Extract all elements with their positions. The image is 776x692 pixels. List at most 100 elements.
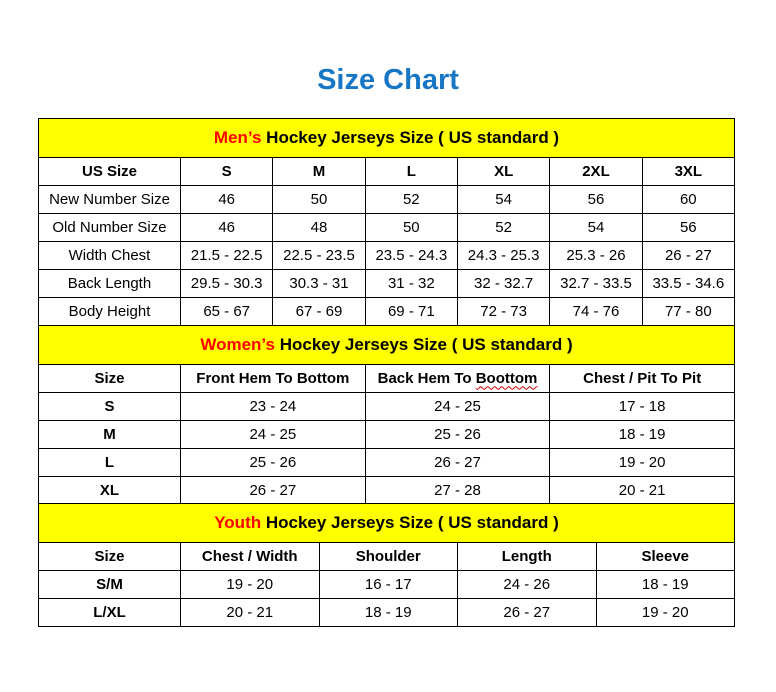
- womens-header-row: Size Front Hem To Bottom Back Hem To Boo…: [38, 363, 735, 393]
- table-cell: 77 - 80: [641, 297, 736, 326]
- table-cell: 56: [549, 185, 643, 214]
- womens-size-table: Women’s Hockey Jerseys Size ( US standar…: [38, 324, 735, 505]
- womens-col-header: Front Hem To Bottom: [180, 363, 366, 393]
- table-cell: 20 - 21: [549, 475, 735, 505]
- table-cell: 67 - 69: [272, 297, 366, 326]
- table-cell: 25 - 26: [180, 447, 366, 477]
- table-row: L/XL 20 - 21 18 - 19 26 - 27 19 - 20: [38, 598, 735, 627]
- table-cell: 20 - 21: [180, 598, 320, 627]
- table-cell: 56: [641, 213, 736, 242]
- table-row: M 24 - 25 25 - 26 18 - 19: [38, 419, 735, 449]
- row-label: New Number Size: [38, 185, 181, 214]
- youth-header-row: Size Chest / Width Shoulder Length Sleev…: [38, 542, 735, 571]
- mens-banner-row: Men’s Hockey Jerseys Size ( US standard …: [38, 118, 735, 158]
- table-cell: 46: [179, 213, 274, 242]
- row-label: L/XL: [38, 598, 181, 627]
- row-label: Body Height: [38, 297, 181, 326]
- mens-col-header: S: [179, 157, 274, 186]
- table-cell: 65 - 67: [179, 297, 274, 326]
- table-cell: 24.3 - 25.3: [456, 241, 551, 270]
- row-label: S/M: [38, 570, 181, 599]
- table-cell: 72 - 73: [456, 297, 551, 326]
- row-label: Width Chest: [38, 241, 181, 270]
- youth-col-header: Shoulder: [318, 542, 458, 571]
- table-cell: 26 - 27: [364, 447, 551, 477]
- table-cell: 33.5 - 34.6: [641, 269, 736, 298]
- table-cell: 25 - 26: [364, 419, 551, 449]
- table-cell: 50: [272, 185, 366, 214]
- mens-header-row: US Size S M L XL 2XL 3XL: [38, 157, 736, 186]
- table-cell: 74 - 76: [549, 297, 643, 326]
- table-cell: 18 - 19: [318, 598, 458, 627]
- womens-col-header: Chest / Pit To Pit: [549, 363, 735, 393]
- youth-banner-text: Hockey Jerseys Size ( US standard ): [261, 513, 559, 532]
- table-cell: 60: [641, 185, 736, 214]
- mens-col-header: XL: [456, 157, 551, 186]
- youth-col-header: Chest / Width: [180, 542, 320, 571]
- youth-banner-row: Youth Hockey Jerseys Size ( US standard …: [38, 503, 735, 543]
- table-cell: 32 - 32.7: [456, 269, 551, 298]
- womens-banner: Women’s Hockey Jerseys Size ( US standar…: [38, 324, 735, 365]
- table-cell: 18 - 19: [595, 570, 735, 599]
- table-cell: 46: [179, 185, 274, 214]
- table-row: L 25 - 26 26 - 27 19 - 20: [38, 447, 735, 477]
- table-row: S 23 - 24 24 - 25 17 - 18: [38, 391, 735, 421]
- misspelled-word: Boottom: [475, 369, 538, 387]
- youth-banner-highlight: Youth: [214, 513, 262, 532]
- table-cell: 69 - 71: [364, 297, 458, 326]
- youth-col-header: Size: [38, 542, 181, 571]
- mens-col-header: M: [272, 157, 366, 186]
- youth-col-header: Sleeve: [595, 542, 735, 571]
- row-label: Back Length: [38, 269, 181, 298]
- table-row: Back Length 29.5 - 30.3 30.3 - 31 31 - 3…: [38, 269, 736, 298]
- mens-col-header: 3XL: [641, 157, 736, 186]
- mens-banner-highlight: Men’s: [213, 128, 262, 147]
- page-title: Size Chart: [317, 64, 459, 96]
- table-cell: 26 - 27: [457, 598, 597, 627]
- table-cell: 24 - 25: [364, 391, 551, 421]
- table-cell: 19 - 20: [180, 570, 320, 599]
- table-cell: 19 - 20: [549, 447, 735, 477]
- table-cell: 17 - 18: [549, 391, 735, 421]
- youth-col-header: Length: [457, 542, 597, 571]
- table-cell: 52: [456, 213, 551, 242]
- table-cell: 22.5 - 23.5: [272, 241, 366, 270]
- table-cell: 52: [364, 185, 458, 214]
- table-cell: 27 - 28: [364, 475, 551, 505]
- table-cell: 25.3 - 26: [549, 241, 643, 270]
- row-label: L: [38, 447, 181, 477]
- womens-col-header: Size: [38, 363, 181, 393]
- table-cell: 29.5 - 30.3: [179, 269, 274, 298]
- row-label: M: [38, 419, 181, 449]
- table-row: Width Chest 21.5 - 22.5 22.5 - 23.5 23.5…: [38, 241, 736, 270]
- womens-banner-highlight: Women’s: [200, 334, 275, 354]
- mens-banner-text: Hockey Jerseys Size ( US standard ): [261, 128, 560, 147]
- table-cell: 50: [364, 213, 458, 242]
- mens-col-header: L: [364, 157, 458, 186]
- table-cell: 23.5 - 24.3: [364, 241, 458, 270]
- youth-banner: Youth Hockey Jerseys Size ( US standard …: [38, 503, 735, 543]
- mens-banner: Men’s Hockey Jerseys Size ( US standard …: [38, 118, 735, 158]
- table-row: New Number Size 46 50 52 54 56 60: [38, 185, 736, 214]
- row-label: Old Number Size: [38, 213, 181, 242]
- table-row: S/M 19 - 20 16 - 17 24 - 26 18 - 19: [38, 570, 735, 599]
- mens-size-table: Men’s Hockey Jerseys Size ( US standard …: [38, 118, 736, 326]
- womens-banner-row: Women’s Hockey Jerseys Size ( US standar…: [38, 324, 735, 365]
- table-cell: 24 - 25: [180, 419, 366, 449]
- row-label: XL: [38, 475, 181, 505]
- table-cell: 23 - 24: [180, 391, 366, 421]
- womens-banner-text: Hockey Jerseys Size ( US standard ): [274, 334, 573, 354]
- table-cell: 19 - 20: [595, 598, 735, 627]
- table-cell: 18 - 19: [549, 419, 735, 449]
- mens-col-header: US Size: [38, 157, 181, 186]
- table-cell: 26 - 27: [180, 475, 366, 505]
- table-cell: 54: [549, 213, 643, 242]
- table-cell: 48: [272, 213, 366, 242]
- youth-size-table: Youth Hockey Jerseys Size ( US standard …: [38, 503, 735, 627]
- table-cell: 54: [456, 185, 551, 214]
- table-cell: 32.7 - 33.5: [549, 269, 643, 298]
- size-chart: Men’s Hockey Jerseys Size ( US standard …: [38, 118, 736, 627]
- table-cell: 30.3 - 31: [272, 269, 366, 298]
- table-cell: 26 - 27: [641, 241, 736, 270]
